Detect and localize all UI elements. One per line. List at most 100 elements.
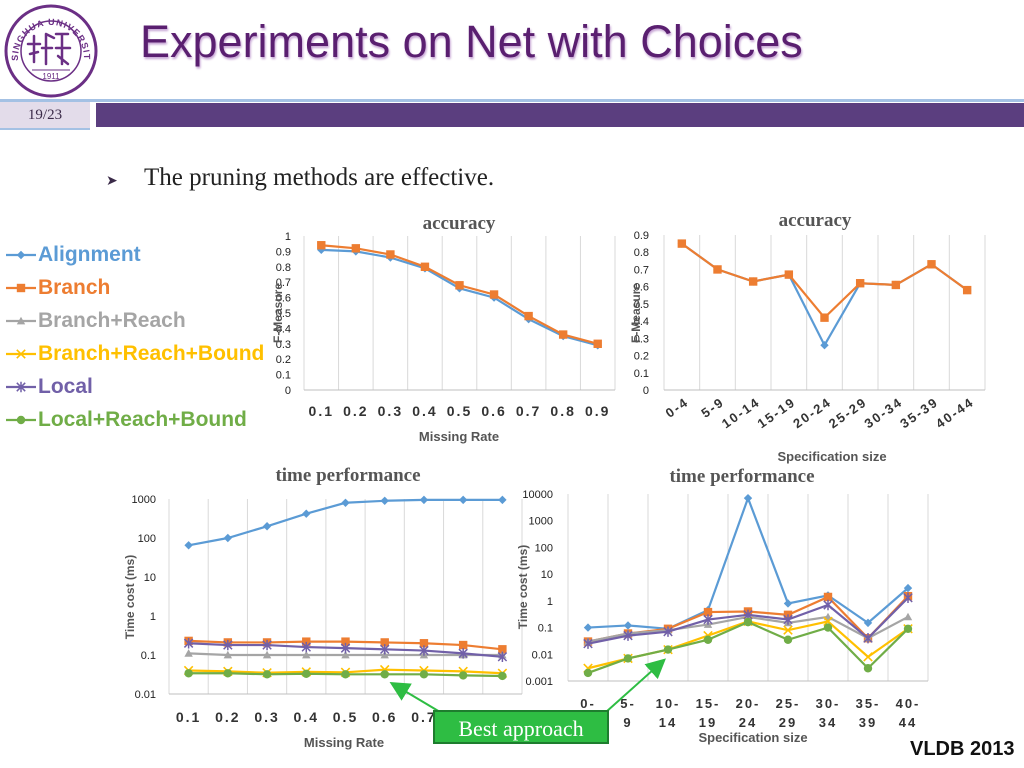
y-tick-label: 1000 [132, 494, 156, 506]
legend-marker-circle-icon [6, 415, 36, 424]
data-point [386, 250, 395, 259]
y-tick-label: 0.5 [276, 308, 291, 320]
data-point [498, 671, 507, 681]
x-tick-label: 0.8 [550, 403, 575, 419]
header-rule [0, 99, 1024, 102]
data-point [823, 623, 833, 632]
series-local [183, 638, 508, 662]
data-point [748, 277, 758, 286]
data-point [302, 650, 311, 659]
data-point [262, 639, 272, 651]
data-point [623, 621, 633, 630]
data-point [379, 644, 390, 655]
data-point [524, 311, 533, 321]
x-tick-label: 0.5 [333, 709, 358, 725]
x-tick-label: 40-44 [896, 696, 921, 730]
legend-label: Local [38, 374, 93, 398]
legend-marker [16, 316, 26, 324]
data-point [863, 618, 873, 628]
data-point [419, 645, 429, 656]
y-axis-label: F-Measure [629, 283, 643, 343]
x-tick-label: 0.5 [447, 403, 472, 419]
chart-time-missing-rate: time performance 0.01 0.1 1 10 100 1000 0.1 0.2 0… [123, 465, 523, 750]
legend-marker-triangle-icon [6, 316, 36, 324]
y-tick-label: 0.4 [634, 316, 649, 328]
data-point [623, 654, 633, 663]
x-tick-label: 15-19 [696, 696, 721, 730]
y-tick-label: 0 [285, 385, 291, 397]
data-point [863, 664, 873, 673]
data-point [583, 668, 593, 678]
y-tick-label: 0.01 [532, 649, 553, 661]
data-point [341, 650, 350, 659]
legend-item-alignment: Alignment [4, 238, 264, 271]
data-point [703, 607, 713, 617]
data-point [317, 241, 326, 250]
y-tick-label: 10 [144, 572, 156, 584]
page-number: 19/23 [0, 102, 90, 130]
y-tick-label: 0.6 [634, 282, 649, 294]
data-point [223, 650, 233, 659]
data-point [458, 640, 468, 650]
y-tick-label: 0.4 [276, 323, 291, 335]
y-tick-label: 10 [541, 569, 553, 581]
callout-arrow-left [389, 681, 441, 713]
legend-label: Alignment [38, 242, 141, 266]
data-point [583, 638, 593, 649]
x-axis-label: Missing Rate [304, 735, 384, 750]
x-tick-label: 5-9 [620, 696, 636, 730]
series-local [583, 592, 913, 649]
y-tick-label: 0.1 [276, 370, 291, 382]
data-point [583, 623, 593, 632]
x-tick-label: 30-34 [816, 696, 841, 730]
data-point [703, 635, 713, 644]
data-point [262, 670, 272, 679]
legend-item-branch-reach-bound: Branch+Reach+Bound [4, 337, 264, 370]
header-band [96, 103, 1024, 127]
x-axis-label: Specification size [698, 730, 807, 745]
y-tick-label: 0.6 [276, 293, 291, 305]
y-tick-label: 0.7 [634, 264, 649, 276]
chart-accuracy-missing-rate: accuracy 0 0.1 0.2 0.3 0.4 0.5 0.6 0.7 0.8 0.9 1 0.1… [271, 213, 616, 444]
data-point [903, 612, 913, 621]
bullet-arrow-icon: ➤ [106, 172, 118, 188]
y-tick-label: 0.01 [135, 689, 156, 701]
y-tick-label: 1 [285, 231, 291, 243]
data-point [341, 637, 350, 646]
callout-arrow-right [605, 658, 666, 713]
legend-marker [16, 348, 26, 359]
legend-marker [16, 250, 26, 259]
series-branch [317, 241, 602, 348]
data-point [458, 671, 468, 680]
data-point [351, 244, 361, 253]
data-point [677, 239, 687, 248]
data-point [380, 670, 389, 679]
x-tick-label: 25-29 [776, 696, 801, 730]
data-point [891, 280, 901, 290]
data-point [458, 495, 468, 505]
bullet-text: The pruning methods are effective. [144, 164, 495, 191]
y-tick-label: 0.9 [276, 246, 291, 258]
data-point [823, 616, 833, 627]
legend-marker [16, 283, 26, 292]
data-point [184, 669, 193, 678]
x-tick-label: 0.2 [343, 403, 368, 419]
y-tick-label: 0.2 [634, 351, 649, 363]
data-point [783, 625, 793, 635]
legend-label: Branch+Reach [38, 308, 186, 332]
series-local-reach-bound [583, 617, 913, 678]
data-point [419, 670, 429, 679]
data-point [783, 599, 793, 608]
x-tick-label: 0.1 [309, 403, 334, 419]
data-point [223, 639, 233, 651]
data-point [962, 285, 972, 295]
data-point [498, 495, 507, 505]
data-point [783, 614, 793, 625]
data-point [903, 592, 913, 604]
data-point [743, 617, 753, 627]
data-point [623, 630, 633, 641]
legend-marker-square-icon [6, 283, 36, 292]
data-point [663, 626, 673, 637]
x-tick-label: 0.9 [585, 403, 610, 419]
